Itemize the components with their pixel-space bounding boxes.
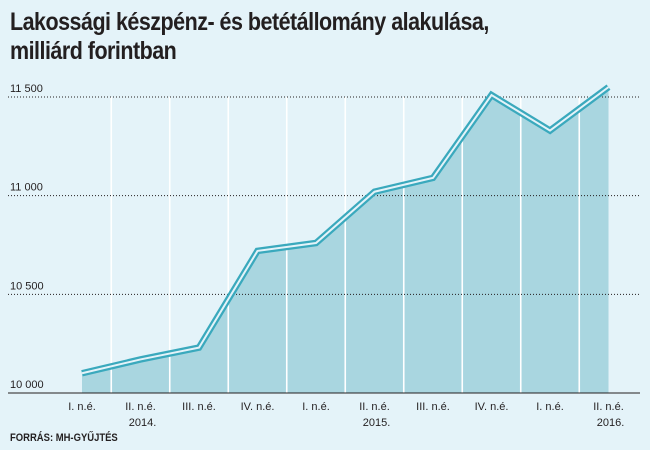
x-tick-label: IV. n.é. [241,401,275,413]
y-tick-label: 11 500 [10,83,43,95]
title-line-1: Lakossági készpénz- és betétállomány ala… [10,8,489,36]
x-tick-label: II. n.é. [359,401,390,413]
x-tick-label: II. n.é. [593,401,624,413]
x-tick-label: III. n.é. [182,401,216,413]
title-line-2: milliárd forintban [10,37,177,65]
x-tick-label: I. n.é. [68,401,96,413]
year-label: 2016. [597,417,625,429]
x-tick-label: IV. n.é. [475,401,509,413]
year-label: 2014. [129,417,157,429]
y-tick-label: 10 000 [10,379,44,391]
labels-layer: 10 000 10 500 11 000 11 500 I. n.é. II. n.é. I… [10,83,624,429]
series-line-inner [81,86,610,375]
horizontal-gridlines [8,96,640,394]
x-tick-label: I. n.é. [536,401,564,413]
line-layer [81,84,611,377]
source-note: FORRÁS: MH-GYŰJTÉS [10,432,118,444]
y-tick-label: 10 500 [10,280,44,292]
chart-title: Lakossági készpénz- és betétállomány ala… [10,8,552,66]
y-tick-label: 11 000 [10,182,43,194]
x-tick-label: III. n.é. [416,401,450,413]
x-tick-label: I. n.é. [302,401,330,413]
x-tick-label: II. n.é. [125,401,156,413]
year-label: 2015. [363,417,391,429]
vertical-gridlines [110,97,581,393]
